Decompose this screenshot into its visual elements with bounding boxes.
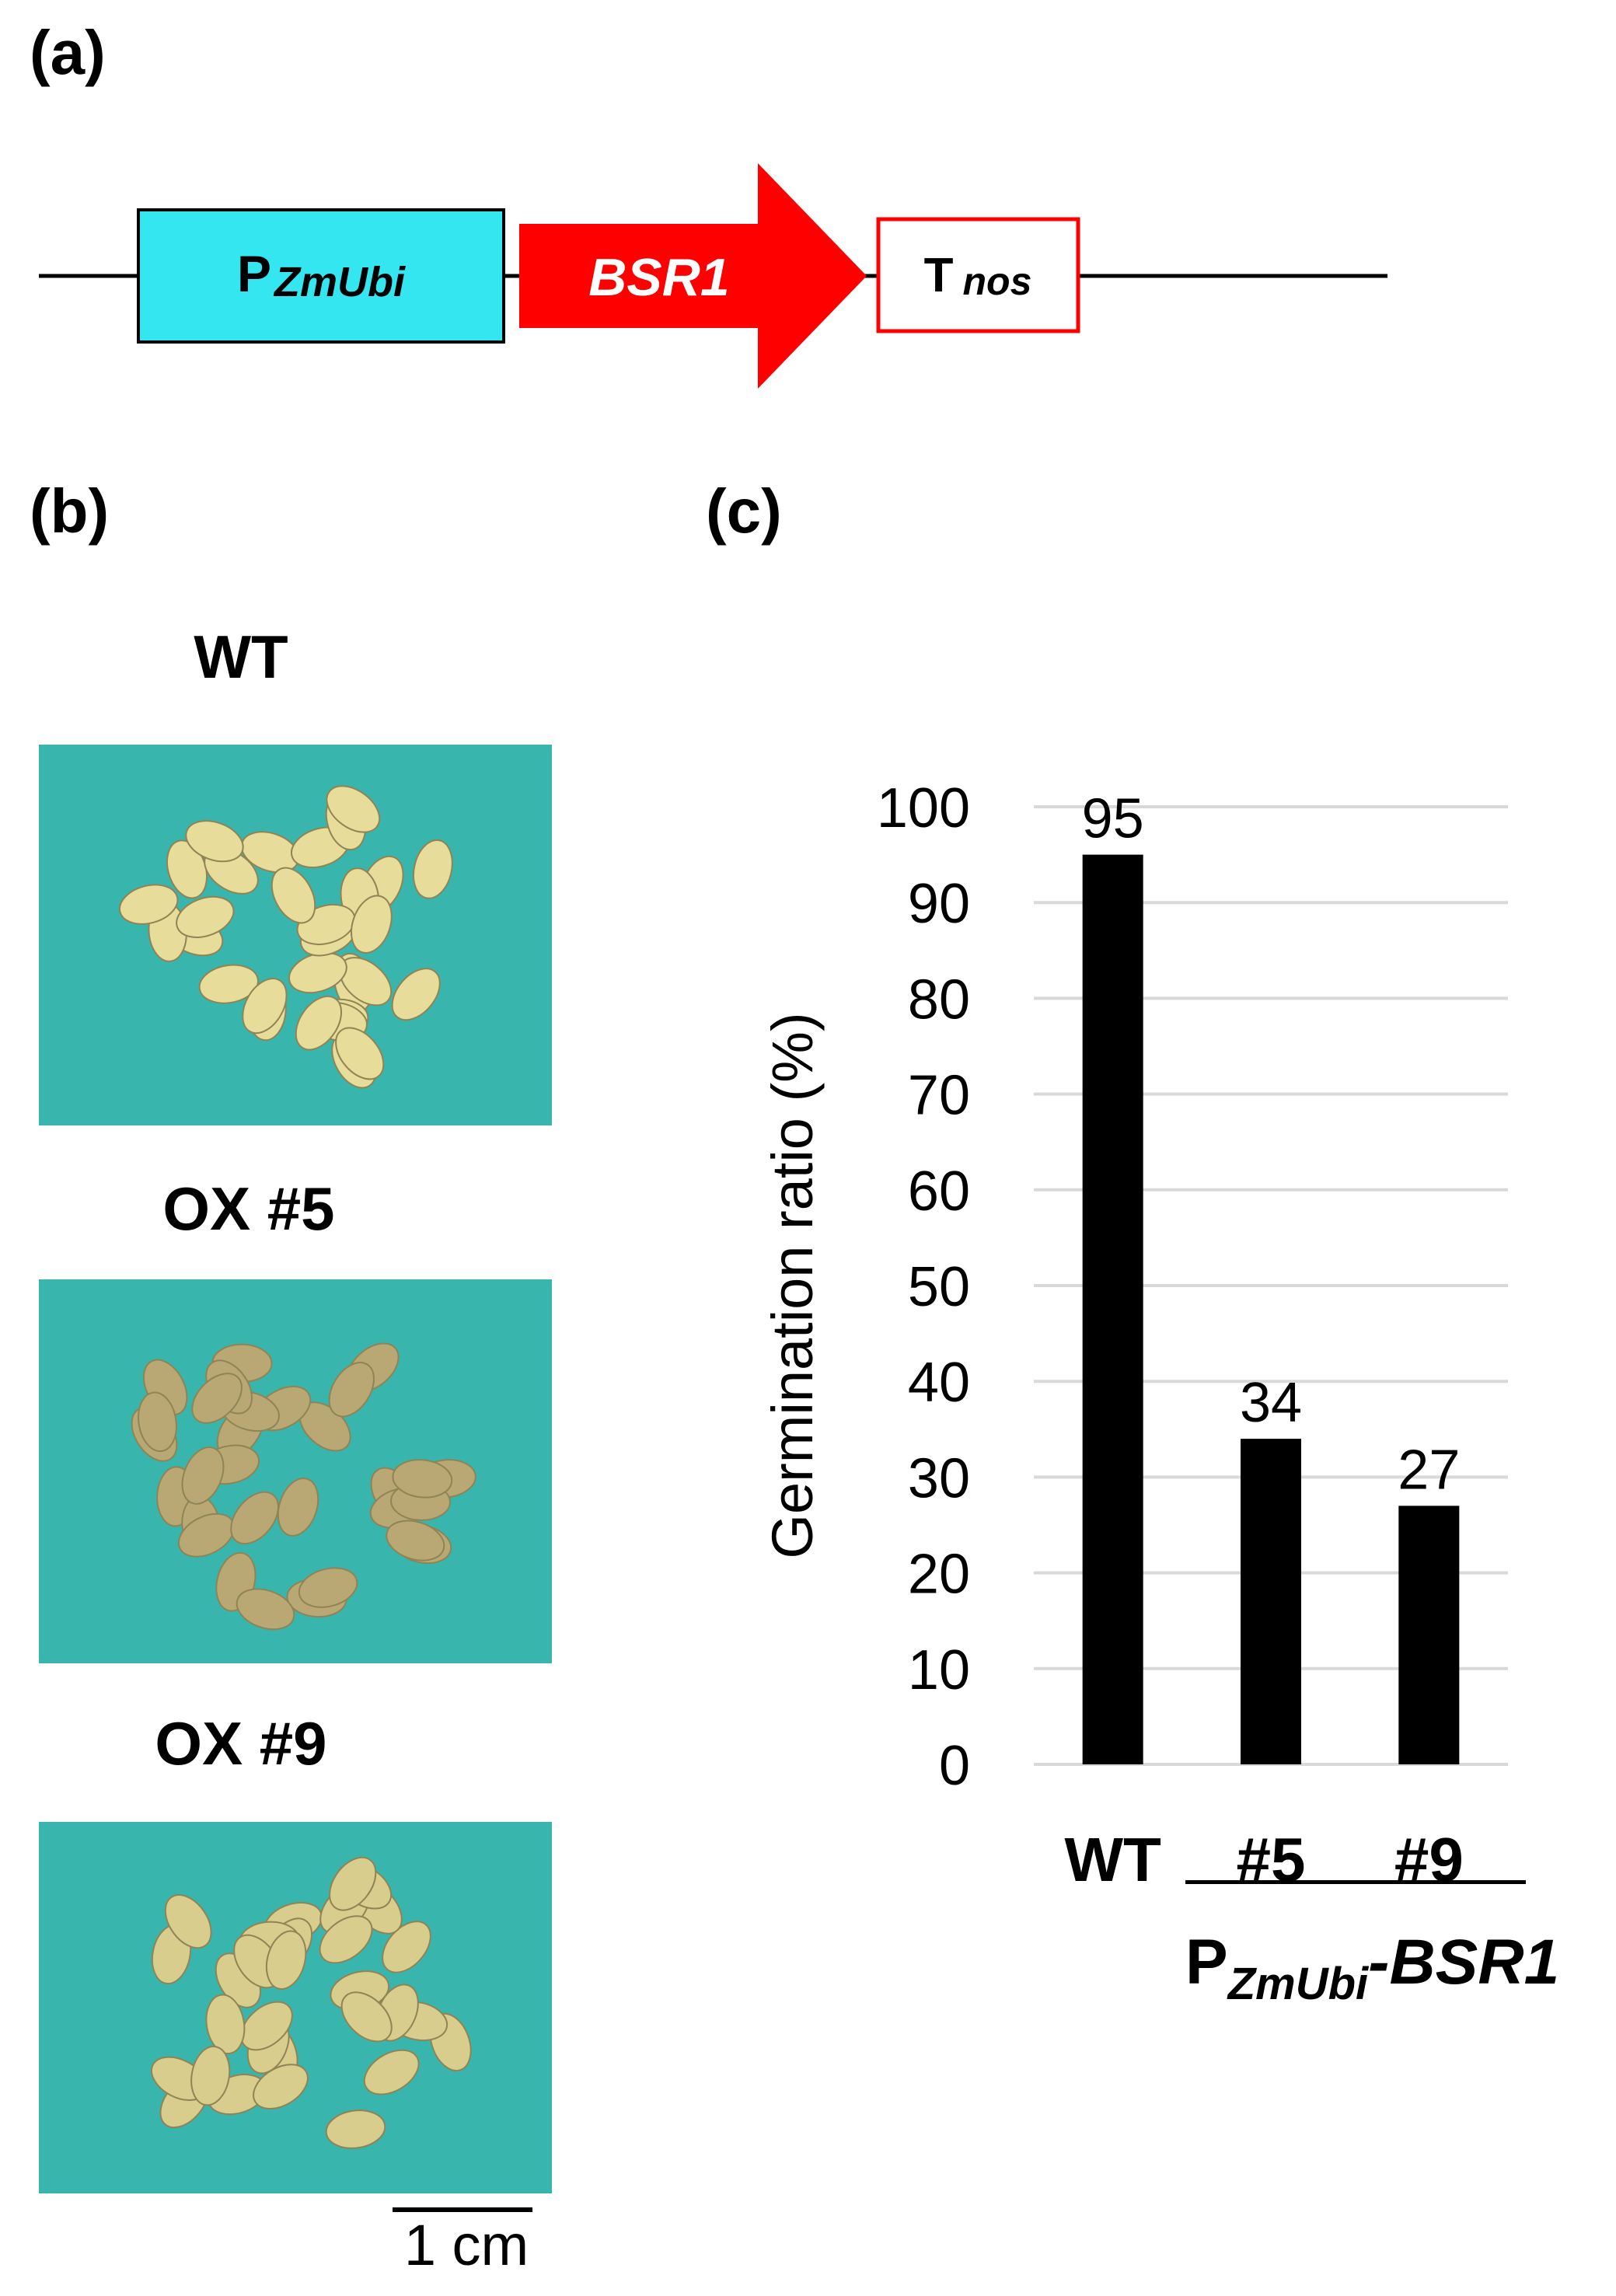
transgene-bracket-line: [1185, 1880, 1526, 1884]
rice-seed: [205, 1994, 246, 2055]
rice-seed: [164, 1894, 212, 1949]
photo-title-wt: WT: [194, 623, 288, 691]
rice-seed: [191, 1373, 243, 1424]
data-labels: 95 34 27: [1082, 788, 1461, 1502]
y-tick-label: 100: [877, 777, 970, 839]
promoter-label-sub: ZmUbi: [273, 259, 406, 305]
rice-seed: [230, 1491, 279, 1545]
rice-seed: [325, 2109, 386, 2149]
rice-seed: [298, 1567, 358, 1608]
y-axis-label: Germination ratio (%): [760, 1012, 825, 1558]
rice-seed: [351, 895, 393, 954]
y-tick-label: 80: [908, 968, 970, 1031]
rice-seed: [413, 839, 453, 899]
data-label: 34: [1240, 1372, 1302, 1434]
seed-photo-ox9: [39, 1822, 552, 2193]
promoter-box: [137, 208, 505, 344]
y-tick-label: 0: [939, 1735, 970, 1797]
rice-seed: [138, 1391, 177, 1453]
seed-cluster-ox5: [131, 1342, 476, 1631]
seed-photo-wt: [39, 745, 552, 1125]
y-tick-labels: 0 10 20 30 40 50 60 70 80 90 100: [877, 777, 970, 1797]
rice-seed: [326, 785, 381, 833]
terminator-label-main: T: [924, 249, 954, 302]
bsr1-arrow: [519, 163, 867, 389]
seed-cluster-ox9: [151, 1856, 472, 2149]
y-tick-label: 60: [908, 1160, 970, 1223]
rice-seed: [118, 884, 179, 925]
y-tick-label: 70: [908, 1065, 970, 1127]
photo-title-ox5: OX #5: [162, 1174, 335, 1243]
rice-seed: [382, 1921, 431, 1973]
rice-seed: [335, 1027, 385, 1080]
rice-seed: [240, 2001, 293, 2051]
transgene-label-gene: -BSR1: [1368, 1927, 1560, 1998]
bar: [1398, 1506, 1460, 1764]
y-tick-label: 20: [908, 1544, 970, 1606]
y-tick-label: 90: [908, 873, 970, 935]
rice-seed: [340, 1991, 393, 2043]
data-label: 95: [1082, 788, 1144, 850]
rice-seed: [295, 995, 343, 1051]
rice-seed: [236, 1588, 295, 1631]
panel-b-label: (b): [30, 476, 110, 546]
rice-seed: [363, 2049, 420, 2095]
panel-c-label: (c): [706, 476, 782, 546]
rice-seed: [277, 1478, 319, 1537]
y-tick-label: 10: [908, 1639, 970, 1701]
rice-seed: [392, 1459, 453, 1499]
rice-seed: [265, 1930, 307, 1991]
scale-bar-label: 1 cm: [403, 2213, 529, 2277]
rice-seed: [185, 820, 244, 863]
promoter-label-main: P: [237, 245, 271, 302]
rice-seed: [176, 895, 235, 938]
rice-seed: [386, 1520, 445, 1561]
seed-photo-ox5: [39, 1279, 552, 1663]
rice-seed: [328, 1362, 375, 1418]
promoter-label: PZmUbi: [237, 245, 406, 305]
transgene-label-sub: ZmUbi: [1227, 1959, 1369, 2009]
rice-seed: [319, 1915, 373, 1964]
scale-bar: [393, 2207, 532, 2212]
y-tick-label: 40: [908, 1352, 970, 1414]
seed-cluster-wt: [118, 785, 453, 1089]
bars: [1082, 854, 1460, 1764]
bar: [1082, 854, 1143, 1764]
rice-seed: [190, 2046, 231, 2106]
y-tick-label: 30: [908, 1447, 970, 1509]
photo-title-ox9: OX #9: [155, 1709, 327, 1778]
rice-seed: [253, 2064, 309, 2109]
rice-seed: [181, 1446, 225, 1505]
rice-seed: [270, 867, 316, 924]
panel-a-label: (a): [30, 18, 106, 87]
terminator-box: [876, 217, 1080, 333]
rice-seed: [198, 964, 259, 1004]
transgene-label-main: P: [1185, 1927, 1228, 1998]
data-label: 27: [1398, 1439, 1460, 1501]
rice-seed: [242, 978, 288, 1035]
y-tick-label: 50: [908, 1256, 970, 1318]
bar: [1241, 1439, 1301, 1764]
transgene-group-label: PZmUbi-BSR1: [1185, 1931, 1616, 2007]
x-category-label: WT: [1064, 1825, 1161, 1894]
rice-seed: [391, 968, 441, 1021]
gene-label: BSR1: [588, 248, 729, 307]
rice-seed: [329, 1856, 377, 1911]
terminator-label-sub: nos: [962, 260, 1031, 303]
